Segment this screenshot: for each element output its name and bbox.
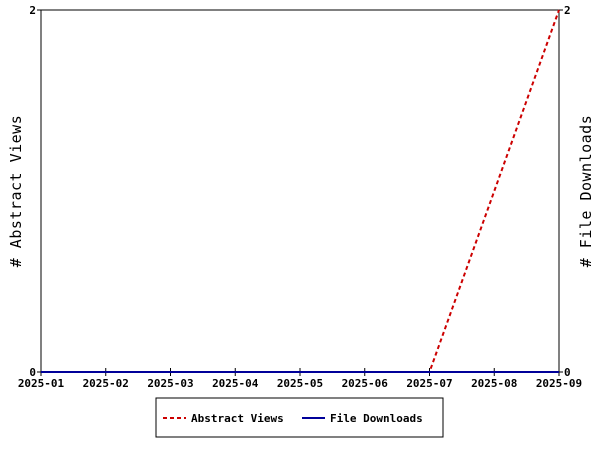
x-tick-label: 2025-04 [212,377,259,390]
legend-label-abstract-views: Abstract Views [191,412,284,425]
y-axis-right-title: # File Downloads [577,115,595,268]
x-tick-label: 2025-06 [342,377,389,390]
x-tick-label: 2025-09 [536,377,582,390]
y-right-tick-label: 2 [564,4,571,17]
x-tick-label: 2025-01 [18,377,65,390]
y-axes: 0 2 0 2 [29,4,570,379]
plot-area-frame [40,9,560,373]
series-layer [41,9,560,373]
legend: Abstract Views File Downloads [155,397,444,438]
y-axis-left-title: # Abstract Views [7,115,25,268]
series-line-abstract-views [41,9,560,373]
y-left-tick-label: 2 [29,4,36,17]
x-tick-label: 2025-03 [147,377,193,390]
x-tick-label: 2025-02 [83,377,129,390]
x-tick-label: 2025-07 [406,377,452,390]
y-right-tick-label: 0 [564,366,571,379]
x-tick-label: 2025-05 [277,377,323,390]
legend-box [155,397,444,438]
x-tick-label: 2025-08 [471,377,517,390]
x-axis: 2025-01 2025-02 2025-03 2025-04 2025-05 2025-… [18,368,582,390]
y-left-tick-label: 0 [29,366,36,379]
legend-label-file-downloads: File Downloads [330,412,423,425]
